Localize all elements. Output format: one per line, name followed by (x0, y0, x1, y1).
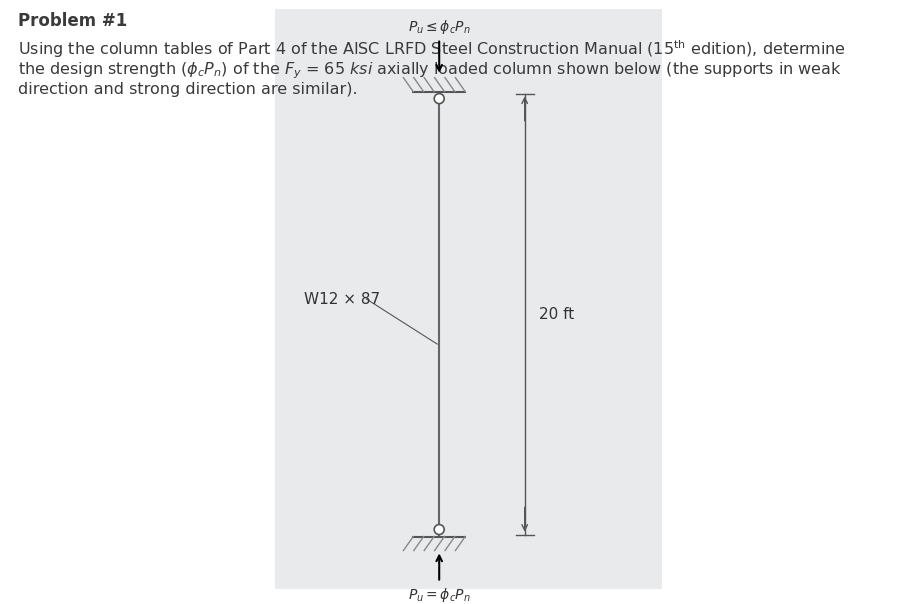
Text: W12 × 87: W12 × 87 (304, 292, 381, 307)
Circle shape (434, 524, 445, 535)
Text: $P_u \leq \phi_c P_n$: $P_u \leq \phi_c P_n$ (408, 18, 471, 36)
Text: Problem #1: Problem #1 (18, 12, 127, 30)
Text: Using the column tables of Part 4 of the AISC LRFD Steel Construction Manual (15: Using the column tables of Part 4 of the… (18, 38, 846, 60)
Circle shape (434, 94, 445, 104)
Text: the design strength ($\phi_c P_n$) of the $F_y$ = 65 $ksi$ axially loaded column: the design strength ($\phi_c P_n$) of th… (18, 60, 842, 80)
Bar (274, 9, 662, 589)
Text: 20 ft: 20 ft (539, 307, 574, 321)
Text: $P_u = \phi_c P_n$: $P_u = \phi_c P_n$ (408, 585, 471, 603)
Text: direction and strong direction are similar).: direction and strong direction are simil… (18, 82, 357, 97)
